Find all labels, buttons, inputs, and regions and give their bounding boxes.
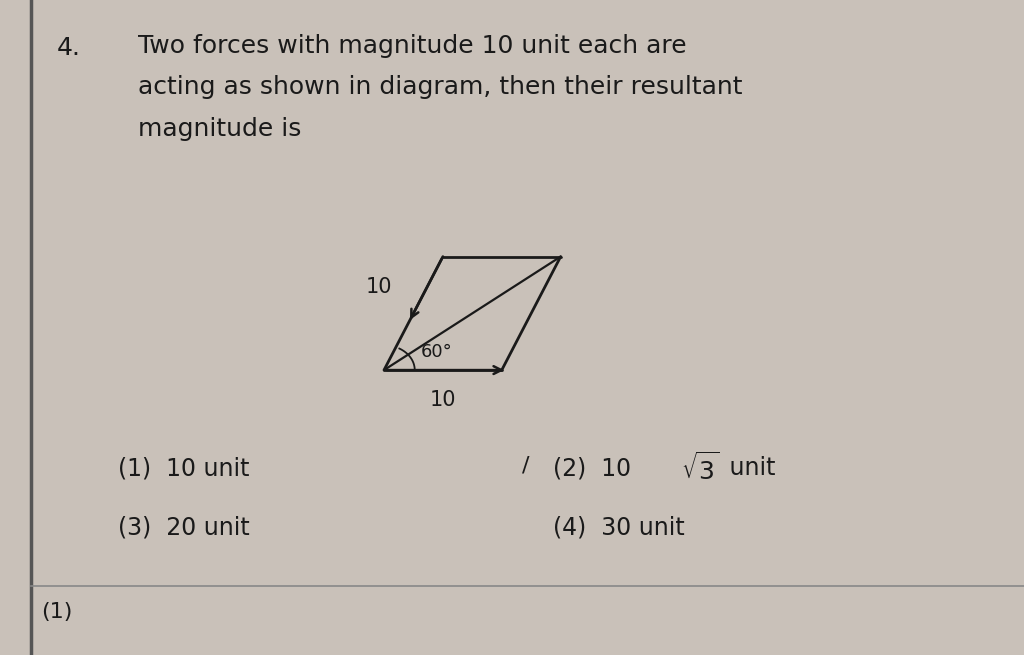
Text: 10: 10 <box>366 277 392 297</box>
Text: Two forces with magnitude 10 unit each are: Two forces with magnitude 10 unit each a… <box>138 34 687 58</box>
Text: 4.: 4. <box>56 36 80 60</box>
Text: /: / <box>522 455 529 475</box>
Text: acting as shown in diagram, then their resultant: acting as shown in diagram, then their r… <box>138 75 742 100</box>
Text: 60°: 60° <box>421 343 453 361</box>
Text: $\sqrt{3}$: $\sqrt{3}$ <box>681 452 720 485</box>
Text: magnitude is: magnitude is <box>138 117 302 141</box>
Text: (1)  10 unit: (1) 10 unit <box>118 457 249 480</box>
Text: unit: unit <box>722 457 775 480</box>
Text: (1): (1) <box>41 603 73 622</box>
Text: (3)  20 unit: (3) 20 unit <box>118 515 250 539</box>
Text: (4)  30 unit: (4) 30 unit <box>553 515 685 539</box>
Text: 10: 10 <box>430 390 456 409</box>
Text: (2)  10: (2) 10 <box>553 457 631 480</box>
